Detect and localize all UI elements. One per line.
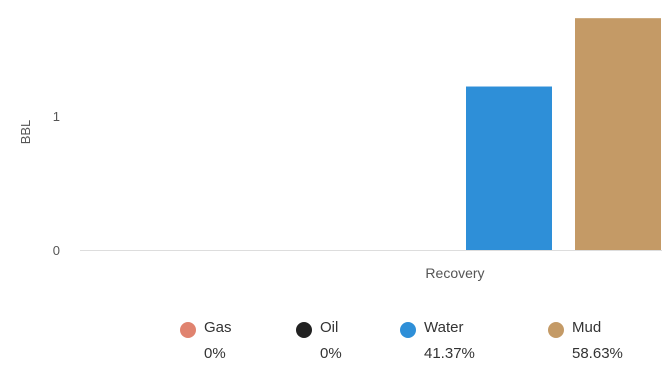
legend-label-mud: Mud: [572, 319, 602, 336]
legend-label-oil: Oil: [320, 319, 339, 336]
legend: Gas 0% Oil 0% Water 41.37% Mud 58.63%: [0, 316, 668, 370]
legend-label-gas: Gas: [204, 319, 232, 336]
bar-water[interactable]: [466, 86, 552, 251]
y-tick-label-0: 0: [53, 243, 60, 258]
legend-label-water: Water: [424, 319, 464, 336]
legend-dot-oil: [296, 322, 312, 338]
chart-plot: BBL 0 1 Recovery: [18, 18, 662, 281]
bars-layer: [466, 18, 661, 251]
y-axis-label: BBL: [18, 120, 33, 145]
legend-percent-water: 41.37%: [424, 345, 475, 362]
legend-dot-water: [400, 322, 416, 338]
axis-layer: BBL 0 1 Recovery: [18, 109, 662, 281]
x-category-label: Recovery: [425, 265, 484, 281]
legend-percent-gas: 0%: [204, 345, 226, 362]
bar-mud[interactable]: [575, 18, 661, 251]
y-tick-label-1: 1: [53, 109, 60, 124]
legend-percent-oil: 0%: [320, 345, 342, 362]
legend-percent-mud: 58.63%: [572, 345, 623, 362]
legend-dot-gas: [180, 322, 196, 338]
legend-dot-mud: [548, 322, 564, 338]
